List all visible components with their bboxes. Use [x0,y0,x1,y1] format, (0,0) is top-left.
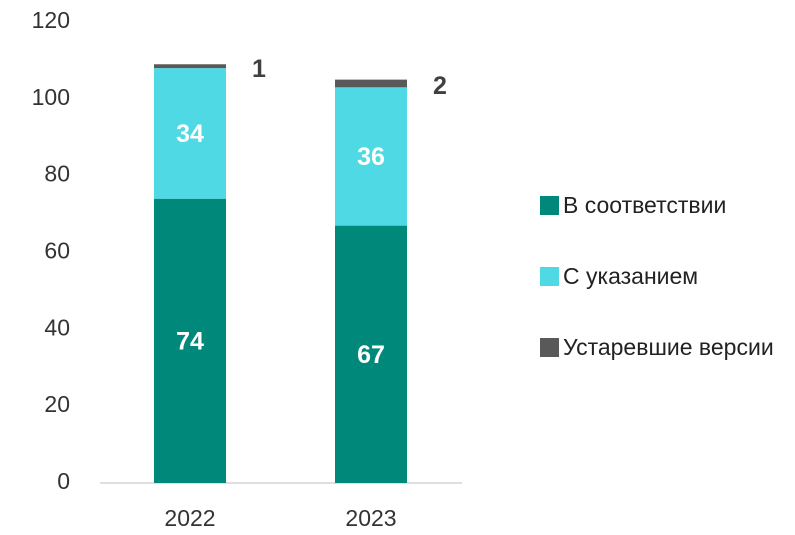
legend-label: Устаревшие версии [563,334,774,360]
bar-segment [335,225,407,483]
y-tick-label: 20 [44,391,70,417]
x-tick-label: 2022 [164,505,215,531]
legend: В соответствии С указанием Устаревшие верс… [540,190,790,403]
data-label: 34 [176,120,204,148]
bar-segment [154,68,226,199]
legend-item: В соответствии [540,190,790,221]
data-label: 67 [357,341,385,369]
bar-segment [335,79,407,88]
y-tick-label: 0 [57,468,70,494]
y-tick-label: 100 [32,84,70,110]
legend-swatch [540,267,559,286]
legend-swatch [540,196,559,215]
data-label: 2 [433,72,447,100]
data-label: 1 [252,55,266,83]
bar-segment [154,198,226,483]
bar-segment [154,64,226,69]
legend-item: С указанием [540,261,790,292]
y-tick-label: 120 [32,7,70,33]
legend-swatch [540,338,559,357]
y-tick-label: 80 [44,161,70,187]
y-tick-label: 60 [44,238,70,264]
data-label: 74 [176,327,204,355]
data-label: 36 [357,143,385,171]
bar-segment [335,87,407,226]
y-tick-label: 40 [44,314,70,340]
legend-label: С указанием [563,263,699,289]
legend-label: В соответствии [563,192,727,218]
legend-item: Устаревшие версии [540,332,790,363]
x-tick-label: 2023 [345,505,396,531]
